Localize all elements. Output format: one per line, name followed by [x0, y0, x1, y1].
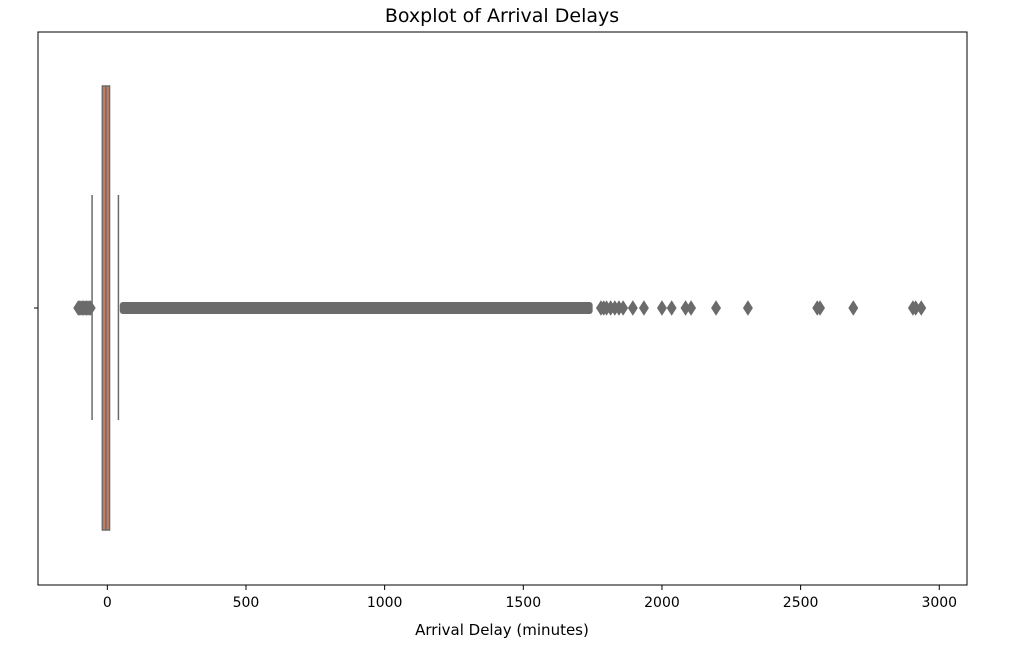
outlier-point — [656, 300, 667, 316]
outlier-point — [916, 300, 927, 316]
outlier-point — [618, 300, 629, 316]
outlier-point — [627, 300, 638, 316]
outlier-band — [119, 302, 593, 314]
x-tick-label: 1500 — [505, 595, 541, 611]
outlier-point — [742, 300, 753, 316]
outlier-point — [848, 300, 859, 316]
x-tick-label: 3000 — [921, 595, 957, 611]
x-tick-label: 500 — [233, 595, 260, 611]
outlier-point — [638, 300, 649, 316]
x-axis-label: Arrival Delay (minutes) — [415, 621, 589, 639]
plot-area — [73, 85, 927, 531]
x-tick-label: 1000 — [367, 595, 403, 611]
chart-title: Boxplot of Arrival Delays — [385, 5, 619, 27]
outlier-point — [711, 300, 722, 316]
x-axis: 0 500 1000 1500 2000 2500 3000 — [103, 585, 957, 611]
outlier-point — [85, 300, 96, 316]
outlier-point — [686, 300, 697, 316]
outlier-point — [815, 300, 825, 316]
outlier-point — [666, 300, 677, 316]
x-tick-label: 2500 — [783, 595, 819, 611]
x-tick-label: 0 — [103, 595, 112, 611]
x-tick-label: 2000 — [644, 595, 680, 611]
